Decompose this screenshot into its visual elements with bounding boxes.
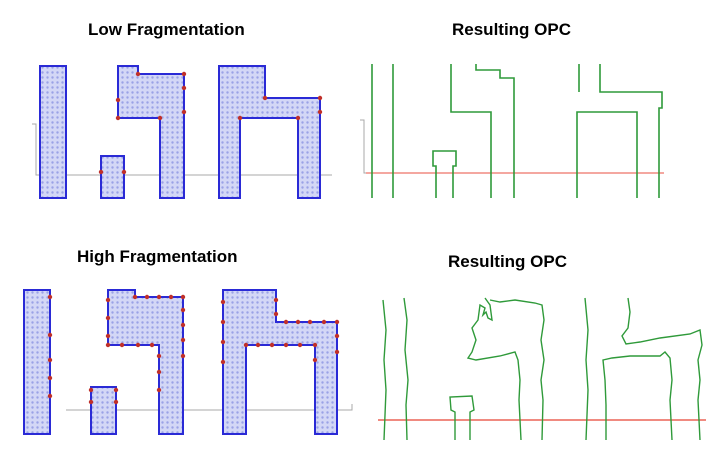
high-opc-result	[378, 297, 706, 441]
high-layout-n-shape	[222, 289, 338, 435]
low-opc-baseline-gray	[360, 119, 368, 174]
high-opc-line-2	[382, 299, 387, 441]
low-layout-n-shape	[218, 65, 321, 199]
low-layout-fragment-points	[98, 71, 323, 175]
title-low-resulting-opc: Resulting OPC	[452, 20, 572, 39]
high-layout-bar-1	[23, 289, 51, 435]
high-layout-l-shape	[107, 289, 184, 435]
low-layout-bar-1	[39, 65, 67, 199]
title-low-fragmentation: Low Fragmentation	[88, 20, 245, 39]
low-opc-result	[360, 64, 664, 198]
low-opc-n-shape	[576, 64, 663, 198]
low-opc-l-shape	[450, 64, 515, 198]
low-opc-stub	[432, 150, 457, 198]
high-layout-fragment-points	[47, 294, 340, 405]
high-opc-stub	[449, 395, 475, 440]
high-opc-l-shape-outer	[466, 297, 522, 441]
high-opc-line-3	[584, 297, 589, 441]
high-opc-n-shape-outer	[602, 351, 673, 441]
high-opc-line-1	[403, 297, 409, 441]
high-opc-l-shape-inner	[489, 299, 545, 441]
high-opc-n-shape-top	[621, 297, 703, 441]
low-fragmentation-layout	[32, 65, 332, 199]
high-fragmentation-layout	[23, 289, 353, 435]
low-layout-stub	[100, 155, 125, 199]
title-high-fragmentation: High Fragmentation	[77, 247, 238, 266]
title-high-resulting-opc: Resulting OPC	[448, 252, 568, 271]
low-layout-l-shape	[117, 65, 185, 199]
high-layout-stub	[90, 386, 117, 435]
